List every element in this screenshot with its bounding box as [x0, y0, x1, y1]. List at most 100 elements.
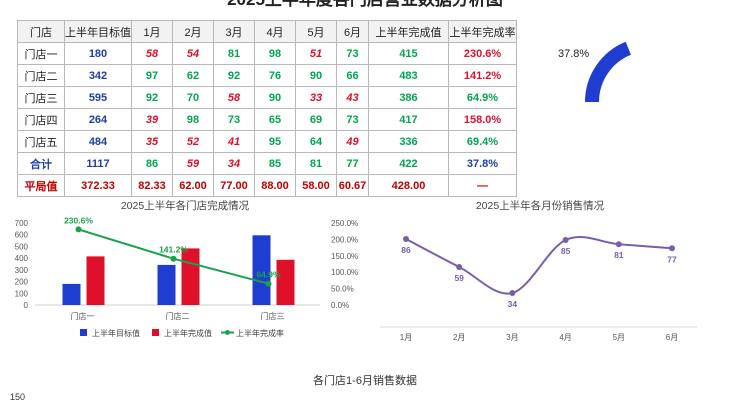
month-6-value: 43 — [336, 86, 369, 109]
month-3-value: 81 — [213, 42, 255, 65]
month-4-value: 76 — [254, 64, 296, 87]
gauge-arc — [585, 41, 632, 102]
month-6-value: 60.67 — [336, 174, 369, 197]
month-4-value: 90 — [254, 86, 296, 109]
page-title: 2025上半年度各门店营业数据分析图 — [0, 0, 730, 10]
right-axis-tick: 100.0% — [331, 268, 358, 277]
month-3-value: 41 — [213, 130, 255, 153]
month-point — [669, 245, 675, 252]
header-month-5: 5月 — [295, 20, 337, 43]
category-label: 门店三 — [261, 311, 285, 321]
month-3-value: 77.00 — [213, 174, 255, 197]
left-axis-tick: 400 — [15, 254, 29, 263]
left-axis-tick: 600 — [15, 231, 29, 240]
bar-done — [181, 248, 200, 305]
store-name: 平局值 — [17, 174, 65, 197]
target-value: 484 — [64, 130, 132, 153]
month-data-label: 77 — [667, 254, 677, 264]
legend-entry: 上半年完成率 — [236, 328, 284, 338]
category-label: 门店一 — [71, 311, 95, 321]
right-axis-tick: 250.0% — [331, 219, 358, 228]
month-point — [403, 236, 409, 242]
month-data-label: 85 — [561, 246, 571, 256]
right-axis-tick: 150.0% — [331, 252, 358, 261]
store-name: 门店二 — [17, 64, 65, 87]
month-6-value: 73 — [336, 42, 369, 65]
rate-value: 158.0% — [448, 108, 517, 131]
month-4-value: 88.00 — [254, 174, 296, 197]
month-3-value: 92 — [213, 64, 255, 87]
left-axis-tick: 700 — [15, 219, 29, 228]
header-month-4: 4月 — [254, 20, 296, 43]
month-2-value: 54 — [172, 42, 214, 65]
header-rate: 上半年完成率 — [448, 20, 517, 43]
rate-value: 141.2% — [448, 64, 517, 87]
month-category-label: 1月 — [400, 333, 412, 342]
completion-gauge — [585, 41, 632, 102]
table-row: 门店二 342 97 62 92 76 90 66 483 141.2% — [17, 64, 517, 87]
table-row: 门店四 264 39 98 73 65 69 73 417 158.0% — [17, 108, 517, 131]
left-axis-tick: 0 — [24, 301, 29, 310]
store-name: 合计 — [17, 152, 65, 175]
header-target: 上半年目标值 — [64, 20, 132, 43]
category-label: 门店二 — [166, 311, 190, 321]
legend-swatch-dot — [225, 330, 230, 335]
month-3-value: 73 — [213, 108, 255, 131]
month-2-value: 62 — [172, 64, 214, 87]
monthly-sales-chart: 2025上半年各月份销售情况 86 59 34 85 81 77 1月 2月 3月 4月 5月 6月 — [380, 199, 697, 342]
done-value: 428.00 — [368, 174, 449, 197]
store-chart-title: 2025上半年各门店完成情况 — [121, 199, 250, 212]
header-done: 上半年完成值 — [368, 20, 449, 43]
store-name: 门店五 — [17, 130, 65, 153]
done-value: 417 — [368, 108, 449, 131]
target-value: 342 — [64, 64, 132, 87]
month-5-value: 69 — [295, 108, 337, 131]
left-axis-tick: 100 — [15, 289, 29, 298]
month-data-label: 59 — [454, 273, 464, 283]
month-category-label: 2月 — [453, 333, 465, 342]
month-6-value: 66 — [336, 64, 369, 87]
header-month-3: 3月 — [213, 20, 255, 43]
rate-point — [265, 280, 272, 287]
legend-entry: 上半年目标值 — [92, 328, 140, 338]
rate-point — [170, 255, 177, 262]
table-header-row: 门店 上半年目标值 1月 2月 3月 4月 5月 6月 上半年完成值 上半年完成… — [17, 20, 517, 43]
month-4-value: 65 — [254, 108, 296, 131]
month-category-label: 3月 — [506, 333, 518, 342]
right-axis-tick: 200.0% — [331, 235, 358, 244]
month-6-value: 73 — [336, 108, 369, 131]
target-value: 180 — [64, 42, 132, 65]
month-point — [509, 290, 516, 296]
legend-entry: 上半年完成值 — [164, 328, 212, 338]
left-axis-tick: 200 — [15, 278, 29, 287]
bar-target — [252, 235, 271, 305]
target-value: 372.33 — [64, 174, 132, 197]
rate-value: 69.4% — [448, 130, 517, 153]
month-point — [456, 264, 463, 270]
month-1-value: 82.33 — [131, 174, 173, 197]
month-category-label: 6月 — [666, 333, 678, 342]
month-4-value: 85 — [254, 152, 296, 175]
header-month-2: 2月 — [172, 20, 214, 43]
month-1-value: 86 — [131, 152, 173, 175]
done-value: 336 — [368, 130, 449, 153]
monthly-series-line — [405, 236, 673, 295]
done-value: 415 — [368, 42, 449, 65]
month-point — [615, 241, 622, 248]
rate-value: — — [448, 174, 517, 197]
month-1-value: 92 — [131, 86, 173, 109]
table-row: 门店三 595 92 70 58 90 33 43 386 64.9% — [17, 86, 517, 109]
monthly-chart-title: 2025上半年各月份销售情况 — [476, 199, 605, 212]
header-month-6: 6月 — [336, 20, 369, 43]
legend-swatch — [80, 329, 87, 336]
month-1-value: 39 — [131, 108, 173, 131]
legend-swatch — [152, 329, 159, 336]
rate-point — [75, 226, 82, 233]
month-1-value: 97 — [131, 64, 173, 87]
right-axis-tick: 50.0% — [331, 285, 354, 294]
bottom-chart-first-tick: 150 — [10, 392, 26, 402]
rate-value: 37.8% — [448, 152, 517, 175]
done-value: 386 — [368, 86, 449, 109]
month-2-value: 70 — [172, 86, 214, 109]
header-store: 门店 — [17, 20, 65, 43]
